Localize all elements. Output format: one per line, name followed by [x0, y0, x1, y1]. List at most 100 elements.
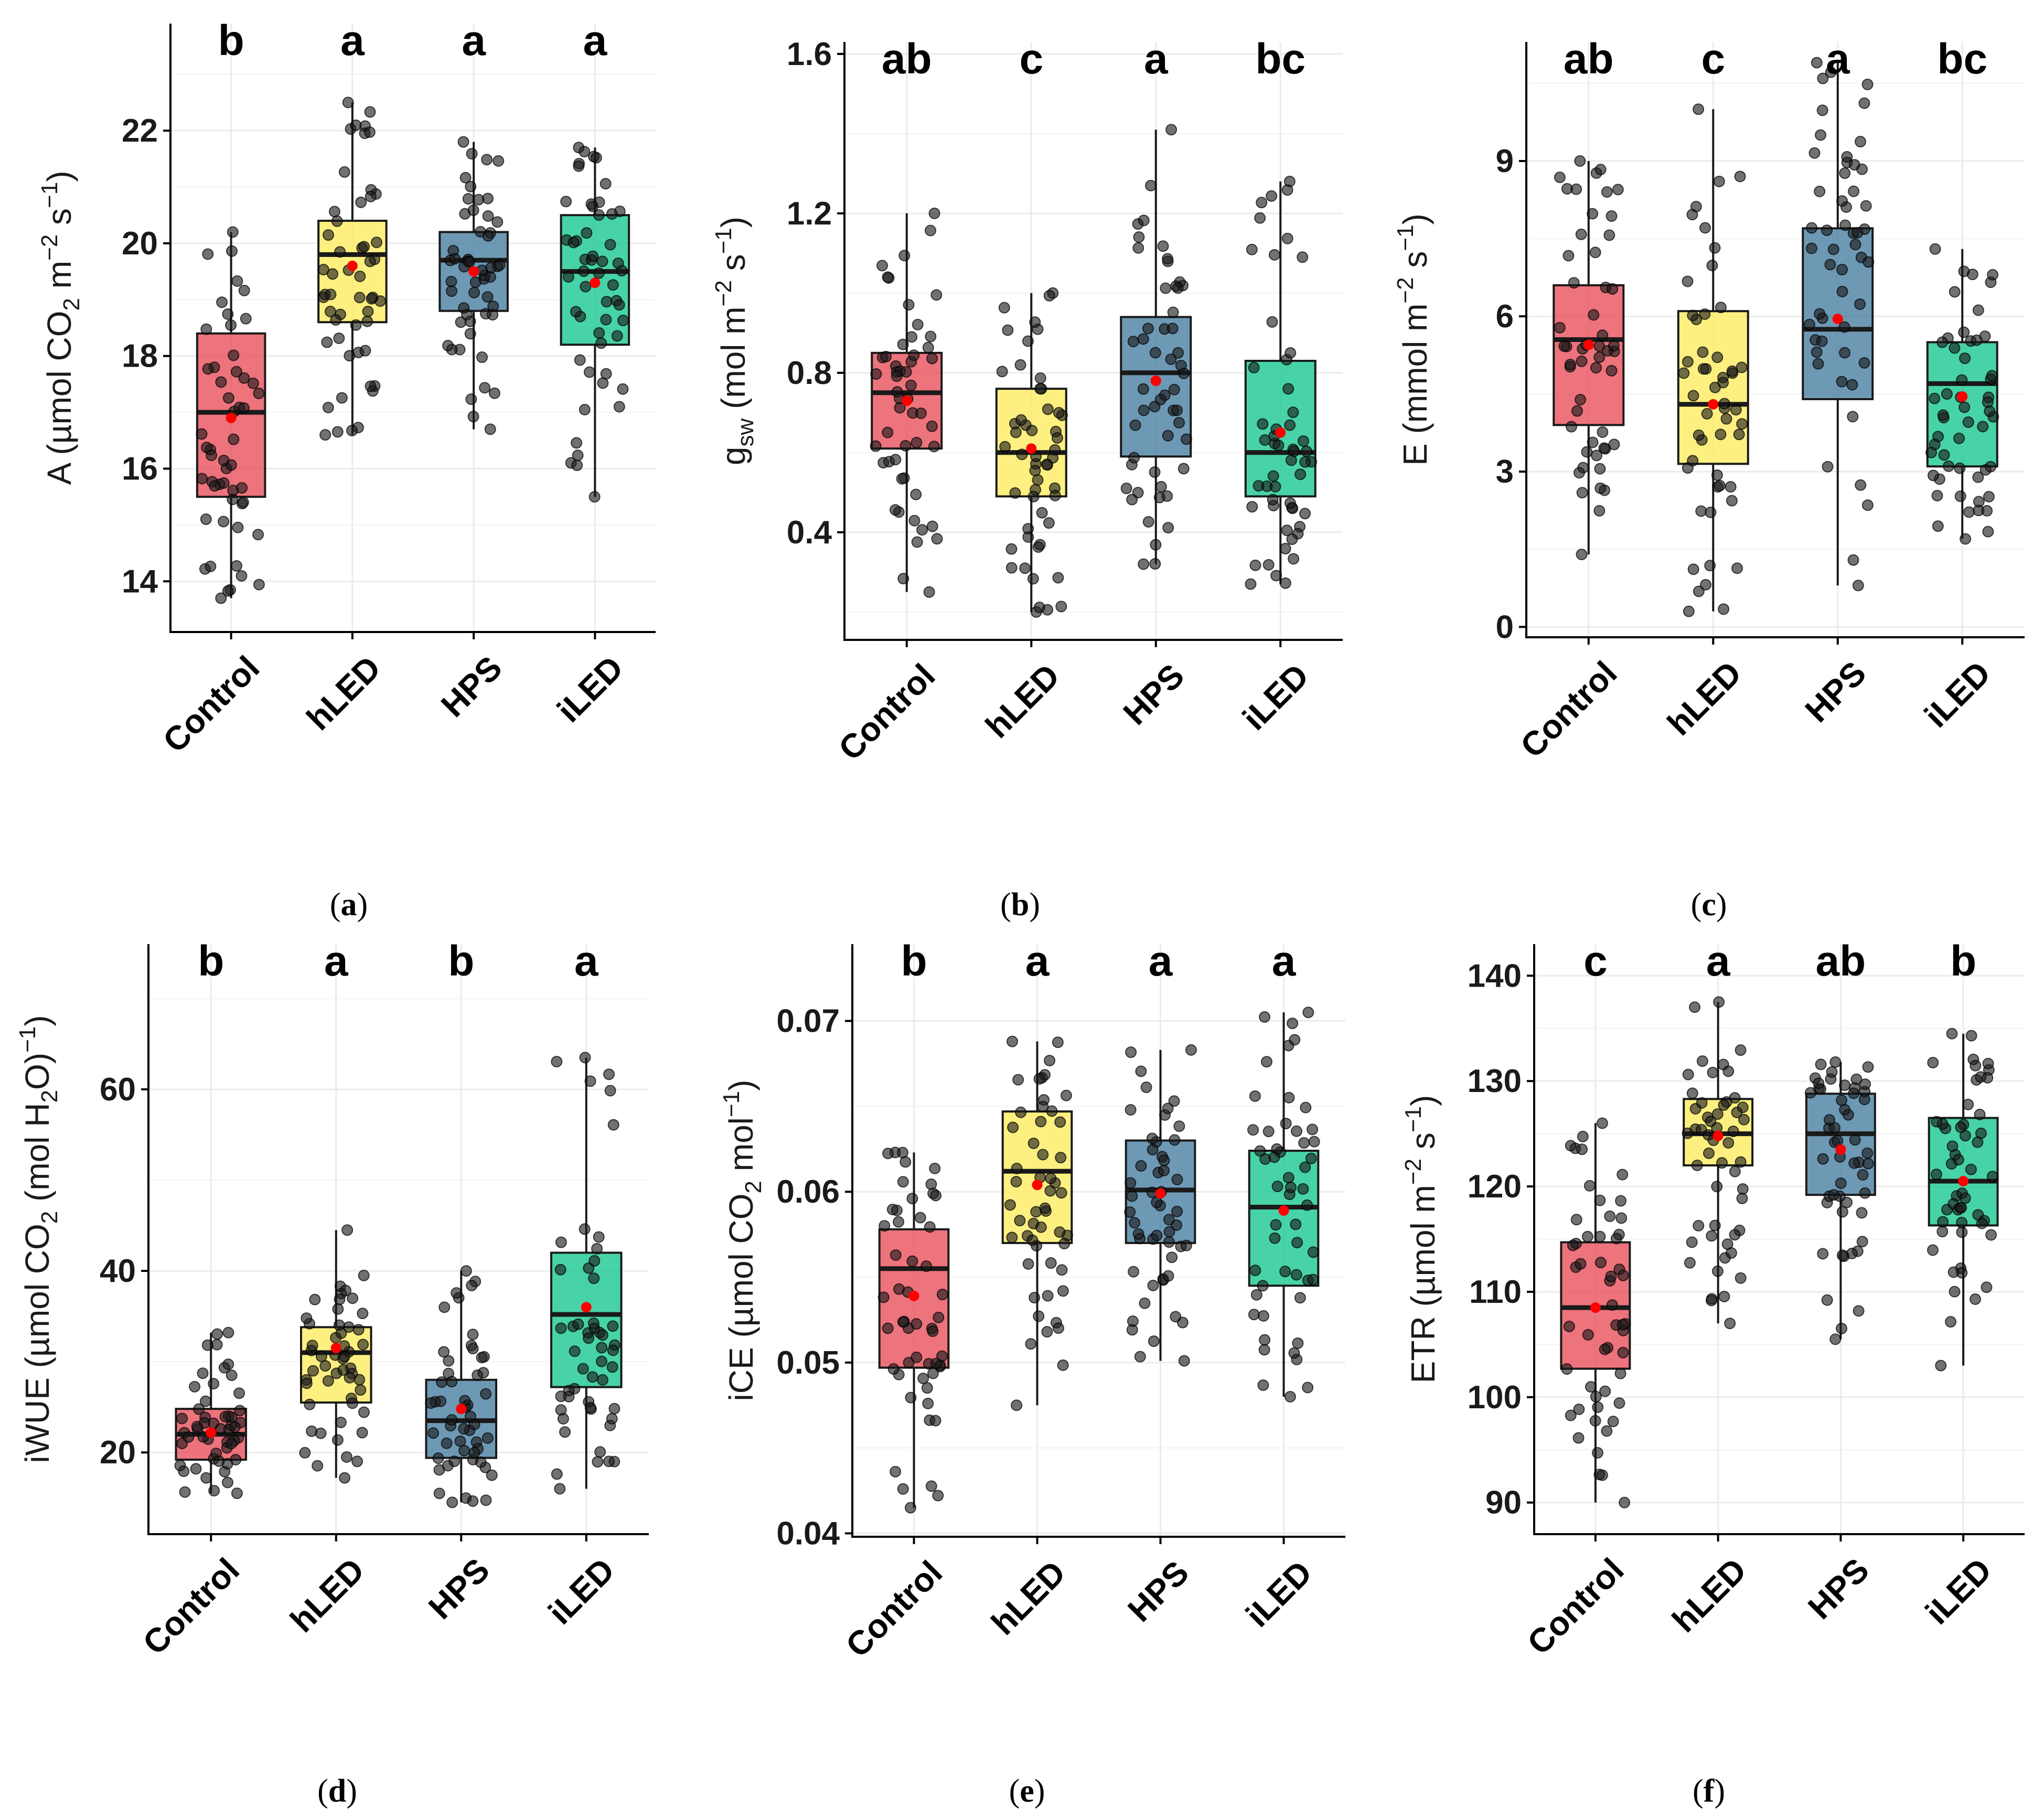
data-point: [579, 1223, 591, 1235]
data-point: [1308, 1136, 1320, 1148]
data-point: [1120, 483, 1132, 495]
data-point: [1729, 1229, 1741, 1241]
data-point: [332, 1303, 344, 1315]
data-point: [482, 192, 494, 205]
mean-marker: [226, 412, 237, 423]
data-point: [306, 1340, 318, 1352]
data-point: [911, 536, 923, 548]
data-point: [1178, 1355, 1190, 1367]
y-tick-label: 1.2: [787, 196, 832, 232]
data-point: [1254, 212, 1266, 224]
y-tick-label: 3: [1496, 454, 1514, 490]
data-point: [1155, 481, 1167, 493]
x-tick-label: iLED: [1918, 1551, 1999, 1632]
data-point: [1297, 1183, 1309, 1195]
data-point: [358, 241, 370, 253]
data-point: [1032, 474, 1044, 486]
data-point: [900, 366, 912, 378]
data-point: [334, 1293, 346, 1305]
data-point: [1034, 539, 1046, 551]
data-point: [607, 1119, 619, 1131]
data-point: [226, 245, 238, 257]
data-point: [1575, 394, 1587, 406]
data-point: [1610, 1233, 1622, 1245]
data-point: [231, 1487, 243, 1500]
data-point: [1589, 1415, 1601, 1427]
data-point: [441, 1437, 453, 1449]
data-point: [1927, 469, 1939, 481]
data-point: [1178, 463, 1190, 475]
x-tick-label: iLED: [1917, 654, 1998, 735]
data-point: [1701, 408, 1713, 420]
data-point: [1279, 577, 1291, 589]
data-point: [1594, 1257, 1607, 1269]
data-point: [1254, 1145, 1266, 1157]
data-point: [1835, 1177, 1847, 1190]
data-point: [1965, 1030, 1977, 1042]
data-point: [1591, 1447, 1603, 1459]
data-point: [1245, 578, 1257, 590]
data-point: [1606, 365, 1618, 377]
data-point: [1168, 1095, 1180, 1107]
data-point: [1150, 539, 1162, 551]
data-point: [236, 482, 248, 494]
data-point: [1823, 1114, 1835, 1126]
data-point: [1022, 1258, 1034, 1270]
data-point: [1307, 1246, 1319, 1258]
data-point: [1949, 1286, 1961, 1298]
data-point: [1858, 1094, 1870, 1106]
data-point: [1614, 1367, 1626, 1379]
mean-marker: [1958, 1176, 1969, 1187]
data-point: [1125, 1177, 1137, 1189]
y-tick-label: 60: [100, 1072, 136, 1108]
data-point: [1576, 1143, 1588, 1155]
data-point: [1282, 383, 1294, 395]
data-point: [596, 255, 608, 267]
data-point: [1139, 1297, 1151, 1309]
data-point: [361, 315, 373, 327]
data-point: [1587, 436, 1599, 448]
data-point: [573, 160, 585, 172]
data-point: [1816, 104, 1828, 116]
data-point: [886, 1203, 898, 1215]
data-point: [479, 382, 491, 394]
data-point: [1718, 1291, 1730, 1303]
data-point: [915, 407, 927, 419]
data-point: [924, 224, 936, 237]
data-point: [559, 1426, 571, 1438]
data-point: [1615, 1195, 1627, 1207]
data-point: [1861, 78, 1874, 90]
data-point: [1288, 445, 1300, 457]
data-point: [1137, 383, 1149, 395]
data-point: [1731, 562, 1743, 574]
data-point: [1849, 239, 1861, 251]
data-point: [1938, 449, 1950, 461]
data-point: [1563, 1321, 1575, 1333]
data-point: [237, 496, 249, 508]
data-point: [1281, 524, 1293, 537]
data-point: [1285, 347, 1297, 359]
box-iqr: [1248, 1150, 1320, 1287]
data-point: [253, 388, 265, 400]
data-point: [1806, 222, 1818, 234]
data-point: [1257, 1280, 1269, 1292]
data-point: [1270, 570, 1282, 582]
data-point: [1842, 1109, 1854, 1121]
panel-caption: (f): [1693, 1773, 1725, 1809]
data-point: [1839, 347, 1851, 359]
data-point: [1958, 326, 1970, 338]
data-point: [1970, 1293, 1982, 1305]
data-point: [1158, 1154, 1170, 1166]
data-point: [476, 1352, 488, 1364]
data-point: [1178, 368, 1190, 380]
data-point: [341, 1451, 353, 1463]
panel-caption: (e): [1009, 1773, 1045, 1809]
data-point: [459, 172, 472, 184]
data-point: [1985, 1229, 1997, 1241]
data-point: [1835, 1322, 1847, 1334]
y-tick-label: 130: [1468, 1063, 1522, 1099]
box-iLED: [1247, 1007, 1320, 1403]
data-point: [908, 515, 921, 527]
data-point: [222, 585, 234, 597]
data-point: [1715, 429, 1727, 441]
